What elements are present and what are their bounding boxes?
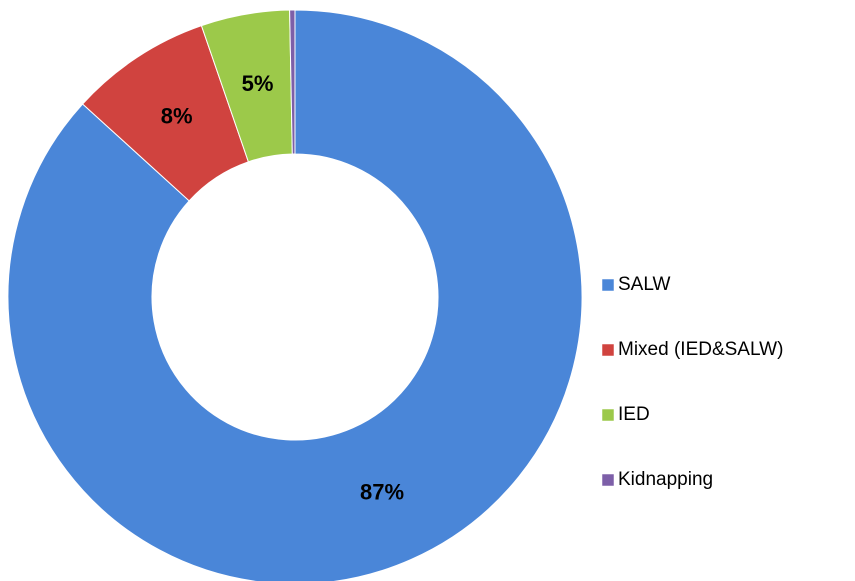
data-label: 87% <box>360 479 404 504</box>
data-label: 5% <box>242 71 274 96</box>
legend-label: SALW <box>618 274 671 295</box>
legend-label: IED <box>618 404 650 425</box>
data-label: 8% <box>161 103 193 128</box>
legend-label: Mixed (IED&SALW) <box>618 339 783 360</box>
legend-marker <box>601 343 615 357</box>
legend-marker <box>601 473 615 487</box>
legend-label: Kidnapping <box>618 469 713 490</box>
legend-marker <box>601 408 615 422</box>
legend-marker <box>601 278 615 292</box>
donut-slice <box>289 9 296 155</box>
donut-slice <box>7 9 583 581</box>
